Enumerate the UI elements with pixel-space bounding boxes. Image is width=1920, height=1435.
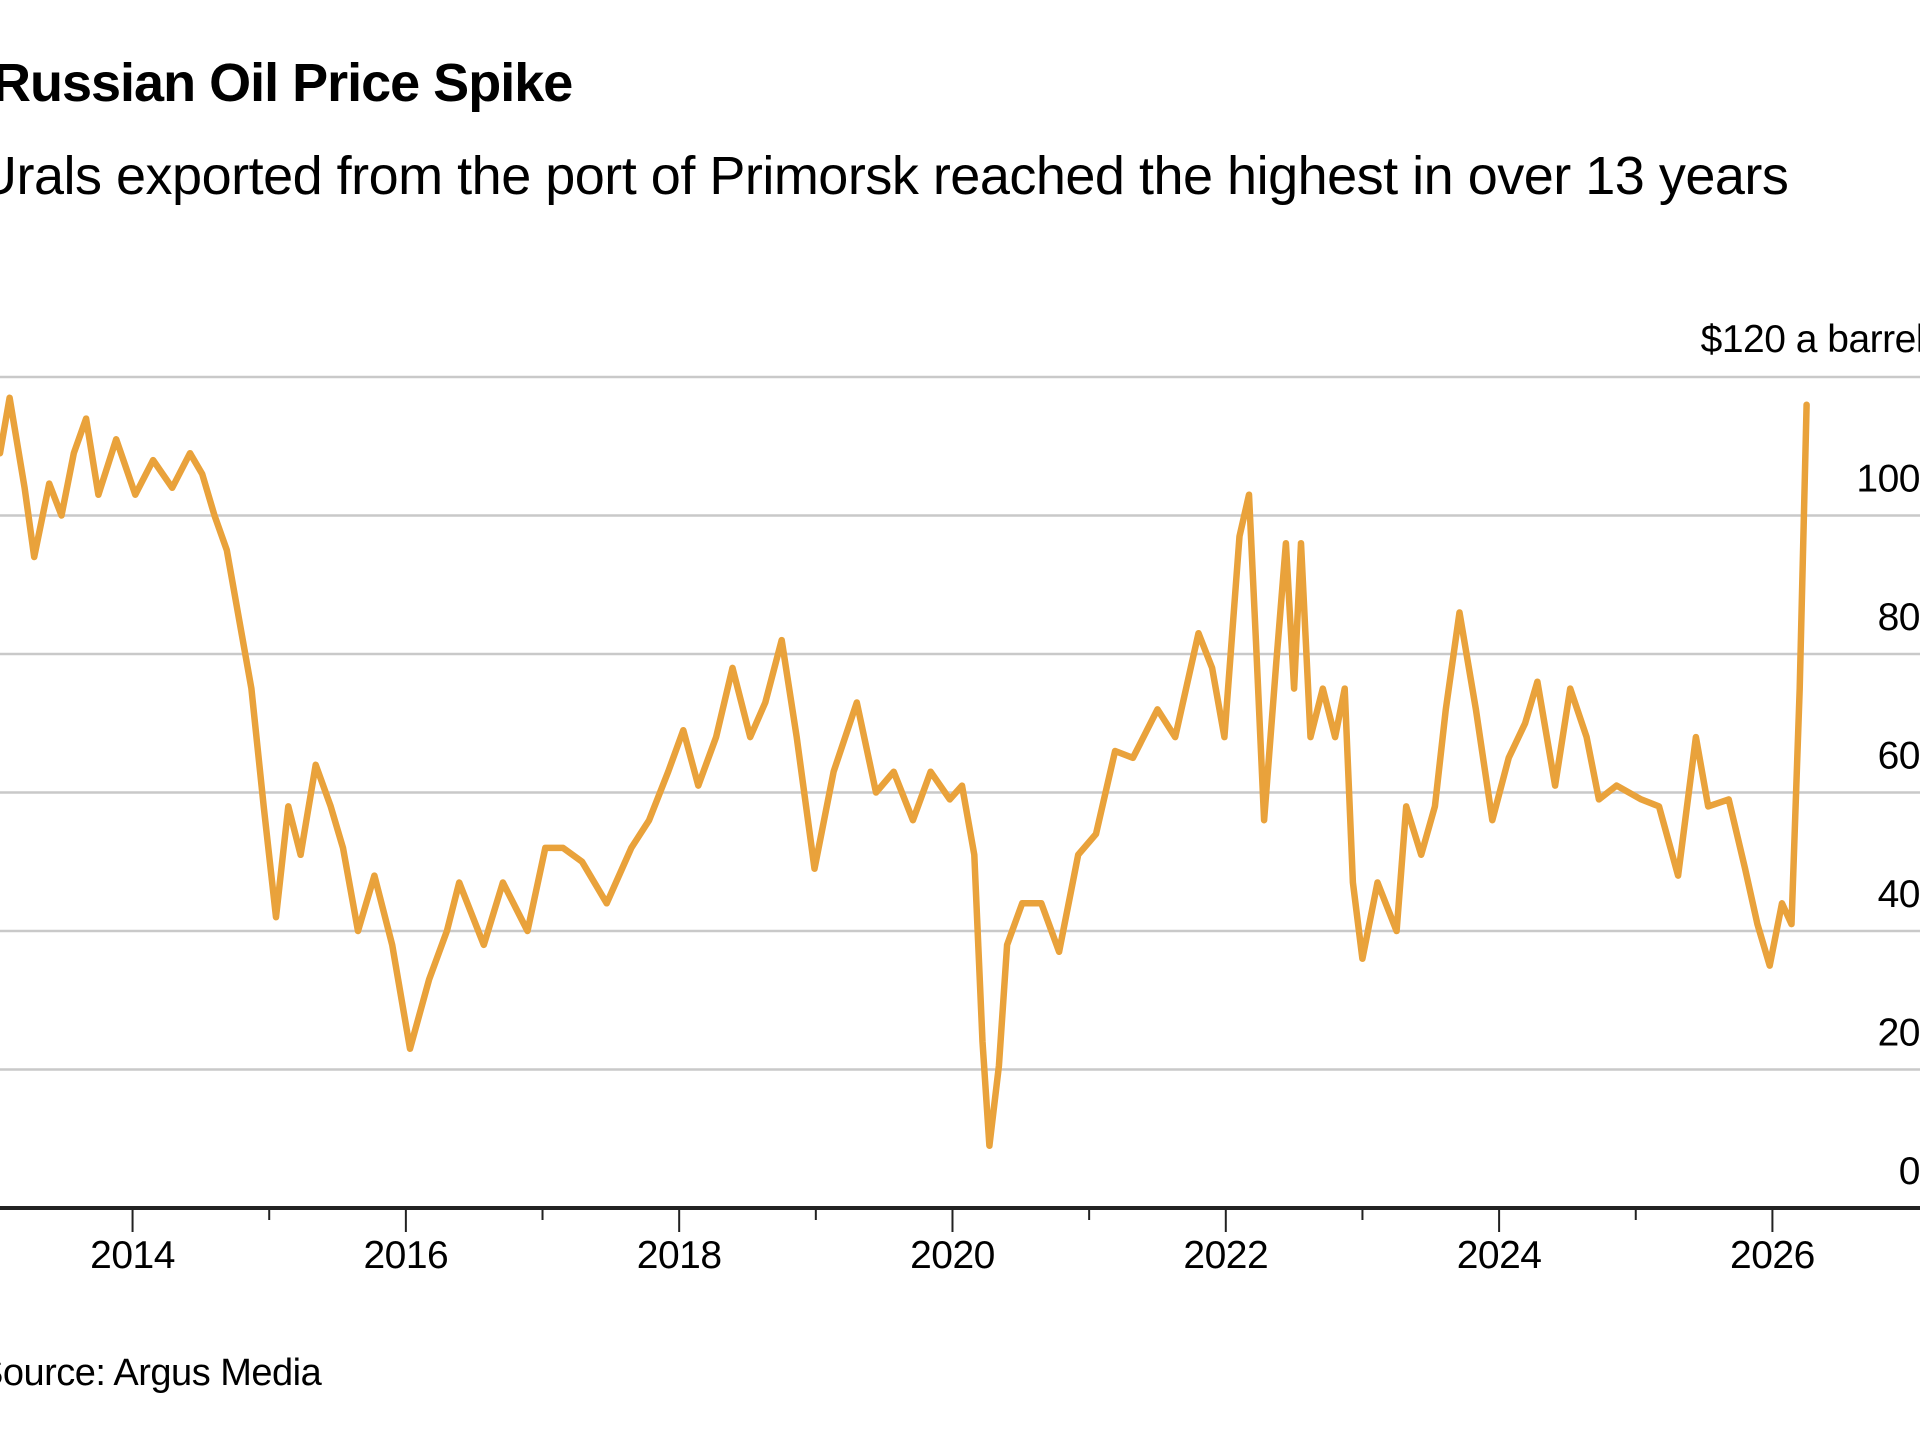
x-tick-label: 2024: [1457, 1234, 1542, 1277]
chart-subtitle: Urals exported from the port of Primorsk…: [0, 146, 1789, 206]
y-tick-label: 80: [1878, 596, 1920, 639]
chart-title: Russian Oil Price Spike: [0, 53, 573, 113]
y-axis-labels: 0 20 40 60 80 100: [1856, 458, 1920, 1194]
gridlines: [0, 375, 1920, 1071]
y-tick-label: 60: [1878, 735, 1920, 778]
y-tick-label: 100: [1856, 458, 1920, 501]
y-tick-label: 40: [1878, 873, 1920, 916]
x-tick-label: 2018: [637, 1234, 722, 1277]
chart-source: Source: Argus Media: [0, 1352, 322, 1394]
y-tick-label: 20: [1878, 1012, 1920, 1055]
y-tick-label: 0: [1899, 1150, 1920, 1193]
x-tick-label: 2022: [1183, 1234, 1268, 1277]
x-axis: 2014 2016 2018 2020 2022 2024 2026: [0, 1206, 1920, 1277]
x-tick-label: 2016: [363, 1234, 448, 1277]
x-tick-label: 2014: [90, 1234, 175, 1277]
series-line: [0, 394, 1810, 1149]
x-tick-label: 2026: [1730, 1234, 1815, 1277]
x-tick-label: 2020: [910, 1234, 995, 1277]
y-axis-unit-label: $120 a barrel: [1701, 318, 1920, 361]
